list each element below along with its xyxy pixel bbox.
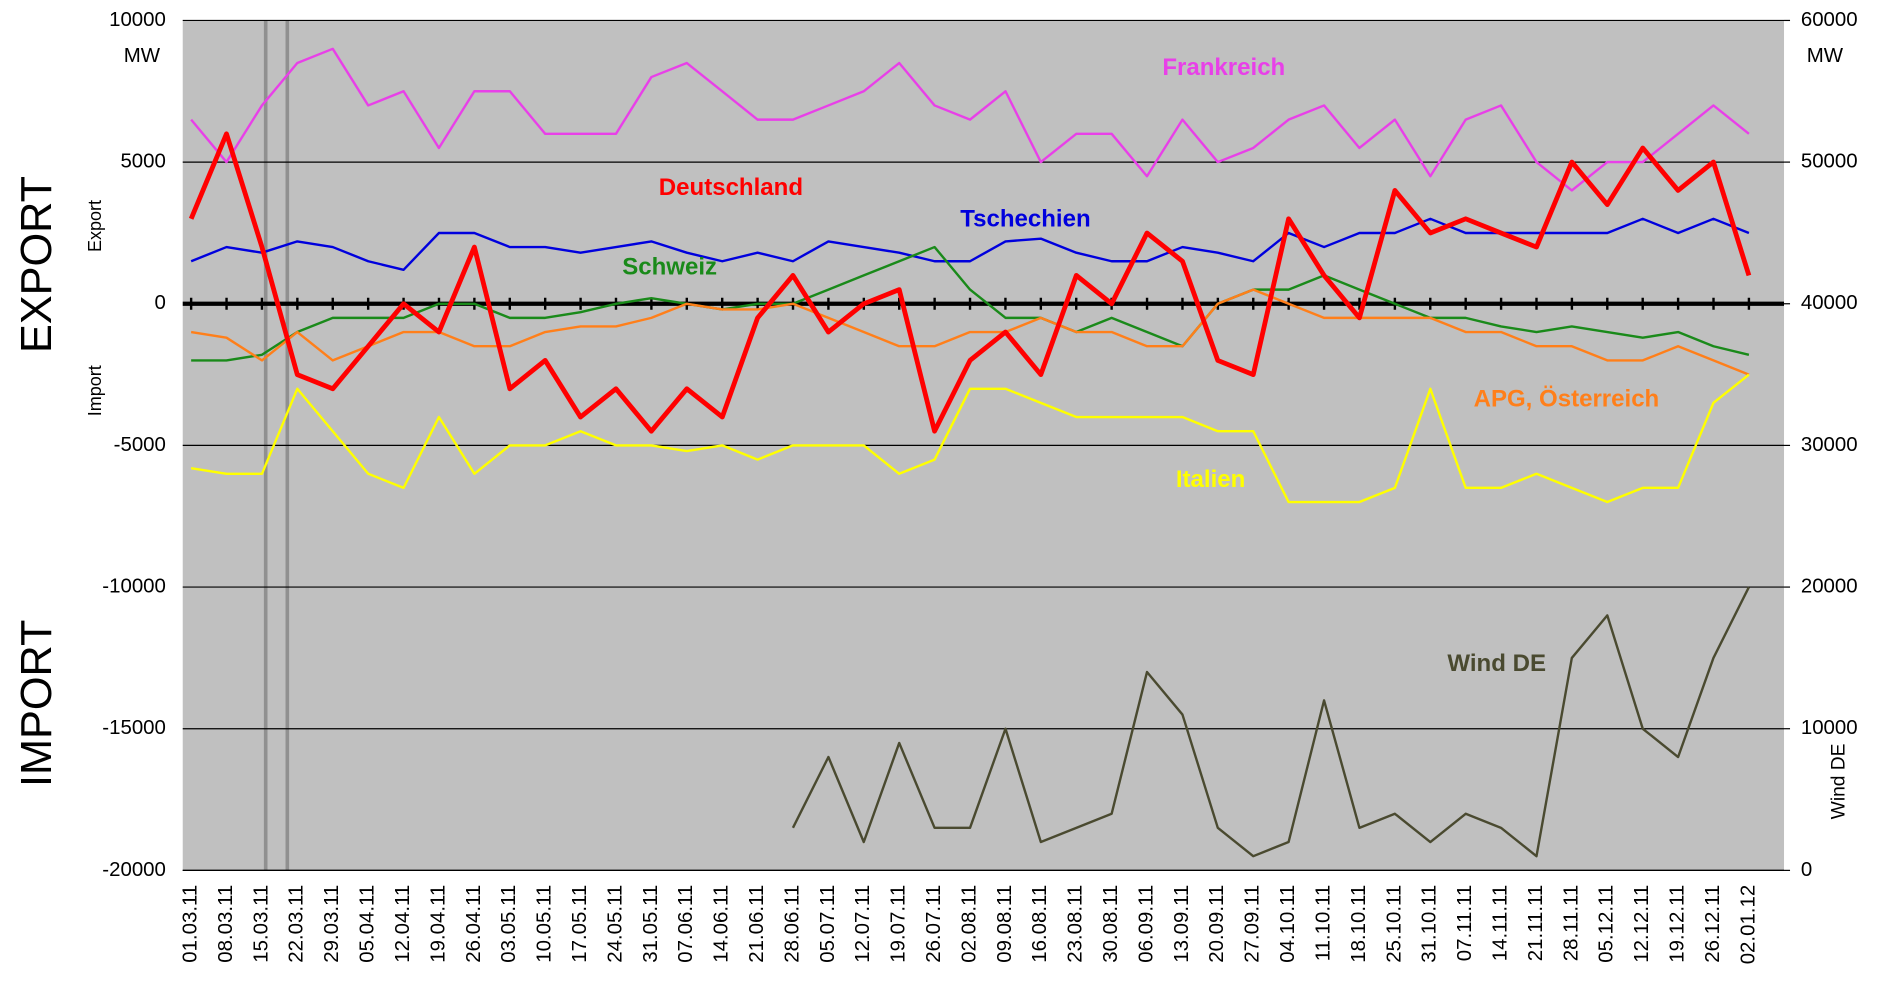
x-tick-label: 16.08.11 [1029,885,1051,963]
y-tick-label: -15000 [102,717,166,739]
y-tick-label: -20000 [102,859,166,881]
series-label: Frankreich [1162,54,1285,81]
y-tick-label: -10000 [102,575,166,597]
y2-tick-label: 10000 [1801,717,1858,739]
x-tick-label: 01.03.11 [180,885,202,963]
x-tick-label: 28.06.11 [781,885,803,963]
series-lines [188,47,1752,858]
y2-tick-label: 30000 [1801,434,1858,456]
y-tick-label: 5000 [120,150,165,172]
x-tick-label: 05.04.11 [357,885,379,963]
x-tick-label: 21.11.11 [1525,885,1547,961]
series-line [791,586,1750,858]
y2-tick-label: 0 [1801,859,1812,881]
x-tick-label: 02.01.12 [1737,885,1759,965]
series-label: Deutschland [659,174,803,201]
series-line [190,288,1750,376]
x-tick-label: 26.12.11 [1702,885,1724,963]
x-tick-label: 22.03.11 [286,885,308,963]
series-label: Wind DE [1447,650,1546,677]
x-tick-label: 13.09.11 [1171,885,1193,963]
x-tick-label: 10.05.11 [534,885,556,963]
x-tick-label: 14.06.11 [711,885,733,963]
import-small-label: Import [85,365,105,416]
x-tick-label: 03.05.11 [498,885,520,963]
y2-tick-label: 40000 [1801,292,1858,314]
x-tick-label: 26.07.11 [923,885,945,963]
x-tick-label: 29.03.11 [321,885,343,963]
x-tick-label: 31.10.11 [1419,885,1441,963]
y2-unit: MW [1807,45,1844,67]
x-tick-label: 12.04.11 [392,885,414,963]
y2-tick-label: 50000 [1801,150,1858,172]
series-line [188,131,1752,434]
x-tick-label: 17.05.11 [569,885,591,963]
x-tick-label: 30.08.11 [1100,885,1122,963]
x-tick-label: 02.08.11 [958,885,980,963]
x-tick-label: 28.11.11 [1560,885,1582,961]
x-tick-label: 15.03.11 [250,885,272,963]
series-label: Schweiz [622,253,717,280]
labels: 1000050000-5000-10000-15000-200006000050… [102,9,1857,964]
x-tick-label: 12.12.11 [1631,885,1653,963]
x-tick-label: 26.04.11 [463,885,485,963]
x-tick-label: 11.10.11 [1312,885,1334,961]
series-label: Italien [1176,466,1245,493]
x-tick-label: 23.08.11 [1065,885,1087,963]
x-tick-label: 07.06.11 [675,885,697,963]
x-tick-label: 19.04.11 [427,885,449,963]
x-tick-label: 07.11.11 [1454,885,1476,961]
x-tick-label: 27.09.11 [1242,885,1264,963]
import-label: IMPORT [13,620,61,787]
x-tick-label: 24.05.11 [604,885,626,963]
x-tick-label: 04.10.11 [1277,885,1299,963]
series-label: Tschechien [960,205,1090,232]
x-tick-label: 06.09.11 [1135,885,1157,963]
x-tick-label: 31.05.11 [640,885,662,963]
y2-title: Wind DE [1828,744,1849,820]
x-tick-label: 18.10.11 [1348,885,1370,963]
x-tick-label: 19.07.11 [888,885,910,963]
x-tick-label: 12.07.11 [852,885,874,963]
x-tick-label: 19.12.11 [1666,885,1688,963]
x-tick-label: 21.06.11 [746,885,768,963]
series-line [190,217,1750,271]
grid [182,19,1791,871]
y-tick-label: -5000 [114,434,166,456]
y-tick-label: 0 [155,292,166,314]
y-unit: MW [124,45,161,67]
y-tick-label: 10000 [109,9,166,31]
x-tick-label: 08.03.11 [215,885,237,963]
y2-tick-label: 20000 [1801,575,1858,597]
x-tick-label: 05.07.11 [817,885,839,963]
series-label: APG, Österreich [1474,386,1660,413]
x-tick-label: 09.08.11 [994,885,1016,963]
y2-tick-label: 60000 [1801,9,1858,31]
export-label: EXPORT [13,176,61,353]
x-tick-label: 14.11.11 [1489,885,1511,961]
series-line [190,373,1750,504]
series-line [190,47,1750,192]
x-tick-label: 05.12.11 [1596,885,1618,963]
x-tick-label: 25.10.11 [1383,885,1405,963]
x-tick-label: 20.09.11 [1206,885,1228,963]
export-small-label: Export [85,200,105,252]
